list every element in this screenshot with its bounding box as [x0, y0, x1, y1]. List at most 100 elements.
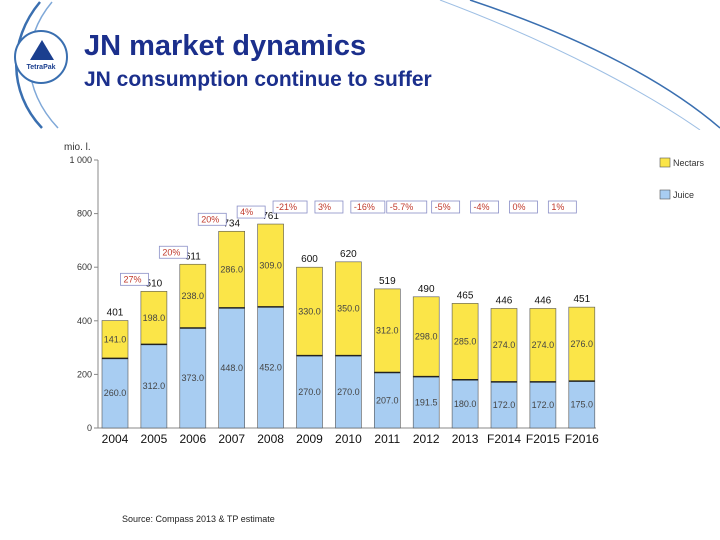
- growth-rate-box: [431, 200, 461, 214]
- x-tick-label: 2004: [102, 432, 129, 446]
- juice-value-label: 180.0: [454, 399, 477, 409]
- nectars-value-label: 276.0: [571, 339, 594, 349]
- bar-nectars-2010: [335, 261, 362, 356]
- x-tick-label: 2011: [374, 432, 400, 446]
- bar-juice-2004: [101, 358, 129, 429]
- growth-rate-label: 20%: [162, 247, 180, 257]
- logo-triangle-icon: [30, 40, 54, 60]
- total-value-label: 490: [418, 284, 435, 295]
- total-value-label: 446: [496, 295, 513, 306]
- growth-rate-label: 4%: [240, 207, 253, 217]
- x-tick-label: 2005: [141, 432, 168, 446]
- juice-value-label: 172.0: [532, 400, 555, 410]
- x-tick-label: F2016: [565, 432, 599, 446]
- nectars-value-label: 350.0: [337, 304, 360, 314]
- juice-value-label: 373.0: [182, 373, 205, 383]
- legend-label-juice: Juice: [673, 190, 694, 200]
- growth-rate-box: [158, 245, 188, 259]
- x-tick-label: 2008: [257, 432, 284, 446]
- total-value-label: 465: [457, 290, 474, 301]
- juice-value-label: 191.5: [415, 397, 438, 407]
- nectars-value-label: 285.0: [454, 337, 477, 347]
- growth-rate-label: 0%: [512, 202, 525, 212]
- nectars-value-label: 274.0: [532, 340, 555, 350]
- bar-nectars-2005: [140, 291, 168, 345]
- bar-juice-2013: [451, 379, 479, 429]
- bar-nectars-2008: [257, 223, 284, 308]
- legend-swatch-juice: [659, 189, 671, 200]
- growth-rate-label: -5.7%: [390, 202, 414, 212]
- bar-juice-2010: [335, 355, 362, 429]
- growth-rate-box: [120, 272, 149, 286]
- growth-rate-box: [509, 200, 538, 214]
- growth-rate-label: 27%: [123, 274, 141, 284]
- total-value-label: 600: [301, 254, 318, 265]
- total-value-label: 510: [146, 278, 163, 289]
- total-value-label: 446: [535, 295, 552, 306]
- x-tick-label: F2014: [487, 432, 521, 446]
- growth-rate-box: [386, 200, 428, 214]
- growth-rate-box: [547, 200, 577, 214]
- bar-juice-F2015: [529, 381, 557, 429]
- x-tick-label: 2013: [452, 432, 479, 446]
- legend-swatch-nectars: [659, 157, 671, 168]
- juice-value-label: 270.0: [337, 387, 360, 397]
- growth-rate-label: 1%: [551, 202, 564, 212]
- bar-nectars-F2015: [529, 308, 557, 383]
- y-tick-label: 200: [77, 369, 92, 379]
- bar-nectars-2013: [451, 303, 479, 381]
- y-axis-unit-label: mio. l.: [64, 142, 91, 153]
- nectars-value-label: 238.0: [182, 291, 205, 301]
- bar-juice-2006: [179, 327, 207, 429]
- bar-nectars-2012: [412, 296, 440, 377]
- growth-rate-label: 3%: [318, 202, 331, 212]
- growth-rate-box: [470, 200, 499, 214]
- growth-rate-box: [236, 205, 266, 219]
- y-tick-label: 0: [87, 423, 92, 433]
- x-tick-label: 2006: [179, 432, 206, 446]
- tetrapak-logo: TetraPak: [14, 30, 68, 84]
- growth-rate-box: [350, 200, 386, 214]
- page-subtitle: JN consumption continue to suffer: [84, 68, 432, 91]
- bar-juice-2011: [373, 372, 401, 429]
- total-value-label: 761: [262, 211, 279, 222]
- juice-value-label: 175.0: [571, 400, 594, 410]
- bar-juice-F2016: [568, 380, 596, 429]
- total-value-label: 611: [185, 251, 201, 262]
- total-value-label: 620: [340, 249, 357, 260]
- growth-rate-label: -21%: [276, 202, 297, 212]
- y-tick-label: 400: [77, 316, 92, 326]
- x-tick-label: 2012: [413, 432, 440, 446]
- page-title: JN market dynamics: [84, 30, 367, 62]
- total-value-label: 734: [223, 218, 240, 229]
- growth-rate-label: -16%: [354, 202, 375, 212]
- total-value-label: 519: [379, 276, 396, 287]
- legend-label-nectars: Nectars: [673, 158, 705, 168]
- bar-nectars-2004: [101, 320, 129, 359]
- nectars-value-label: 198.0: [143, 313, 166, 323]
- bar-juice-2012: [412, 376, 440, 429]
- nectars-value-label: 330.0: [298, 306, 321, 316]
- juice-value-label: 270.0: [298, 387, 321, 397]
- growth-rate-box: [197, 212, 227, 226]
- juice-value-label: 452.0: [259, 362, 282, 372]
- bar-nectars-2009: [296, 266, 323, 356]
- y-tick-label: 600: [77, 262, 92, 272]
- nectars-value-label: 141.0: [104, 334, 127, 344]
- juice-value-label: 260.0: [104, 388, 127, 398]
- y-tick-label: 800: [77, 209, 92, 219]
- y-tick-label: 1 000: [69, 155, 92, 165]
- total-value-label: 451: [573, 294, 590, 305]
- bar-nectars-F2014: [490, 308, 518, 383]
- nectars-value-label: 309.0: [259, 260, 282, 270]
- bar-juice-2007: [218, 307, 245, 429]
- source-note: Source: Compass 2013 & TP estimate: [122, 514, 275, 524]
- bar-juice-2009: [296, 355, 323, 429]
- juice-value-label: 207.0: [376, 395, 399, 405]
- bar-nectars-2006: [179, 263, 207, 329]
- growth-rate-label: -5%: [435, 202, 451, 212]
- nectars-value-label: 312.0: [376, 326, 399, 336]
- juice-value-label: 172.0: [493, 400, 516, 410]
- juice-value-label: 312.0: [143, 381, 166, 391]
- bar-juice-2008: [257, 306, 284, 429]
